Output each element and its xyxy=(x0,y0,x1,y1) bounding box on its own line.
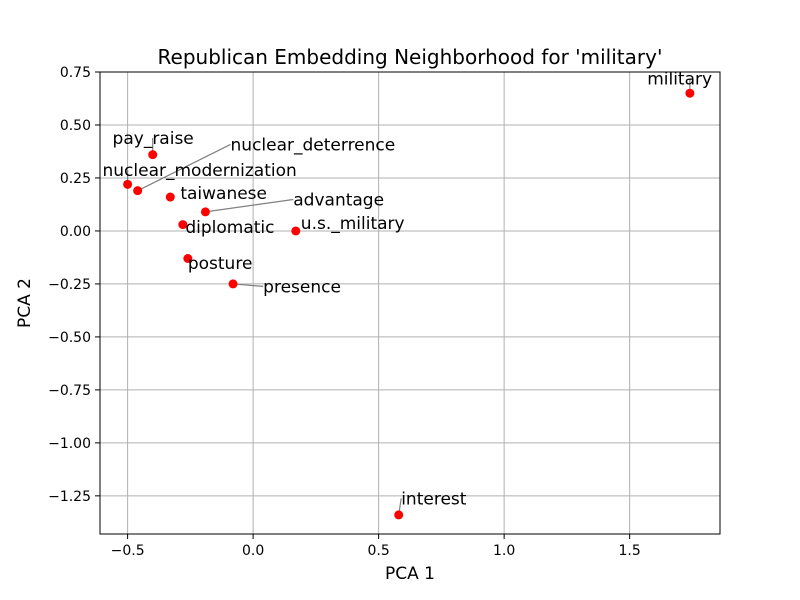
x-tick-label: −0.5 xyxy=(111,543,145,559)
leader-line xyxy=(232,283,264,288)
point-label: nuclear_modernization xyxy=(103,161,297,181)
y-tick-label: 0.25 xyxy=(60,171,91,187)
leader-line xyxy=(137,143,231,192)
y-tick-label: −1.00 xyxy=(48,436,91,452)
chart-title: Republican Embedding Neighborhood for 'm… xyxy=(158,45,663,69)
x-tick-label: 0.0 xyxy=(242,543,264,559)
x-tick-label: 1.0 xyxy=(493,543,515,559)
point-label: presence xyxy=(263,277,341,297)
x-tick-label: 1.5 xyxy=(619,543,641,559)
data-point xyxy=(291,226,301,236)
point-label: interest xyxy=(401,489,467,509)
y-tick-label: 0.50 xyxy=(60,118,91,134)
data-point xyxy=(685,88,695,98)
point-label: posture xyxy=(188,254,253,274)
data-point xyxy=(148,150,158,160)
x-tick-label: 0.5 xyxy=(367,543,389,559)
x-axis-label: PCA 1 xyxy=(385,564,435,584)
y-axis-label: PCA 2 xyxy=(15,278,35,328)
point-label: advantage xyxy=(293,191,384,211)
data-point xyxy=(183,253,193,263)
point-label: pay_raise xyxy=(113,129,194,149)
y-tick-label: 0.00 xyxy=(60,224,91,240)
y-tick-label: 0.75 xyxy=(60,65,91,81)
plot-frame xyxy=(99,71,721,535)
data-point xyxy=(165,192,175,202)
y-tick-label: −0.25 xyxy=(48,277,91,293)
axis-ticks: −0.5 0.0 0.5 1.0 1.5 0.75 0.50 0.25 0.00 −0.25 −0.… xyxy=(48,65,641,559)
data-point xyxy=(394,510,404,520)
point-labels: military pay_raise nuclear_deterrencenucle… xyxy=(103,70,713,510)
leader-line xyxy=(205,198,294,213)
y-tick-label: −1.25 xyxy=(48,489,91,505)
point-label: military xyxy=(647,70,712,90)
point-label: diplomatic xyxy=(185,218,274,238)
point-label: nuclear_deterrence xyxy=(231,135,396,155)
grid xyxy=(100,71,720,534)
point-label: taiwanese xyxy=(180,184,267,204)
data-points xyxy=(123,88,695,520)
data-point xyxy=(178,220,188,230)
point-label: u.s._military xyxy=(301,214,405,234)
data-point xyxy=(200,207,210,217)
data-point xyxy=(228,279,238,289)
data-point xyxy=(133,186,143,196)
y-tick-label: −0.50 xyxy=(48,330,91,346)
y-tick-label: −0.75 xyxy=(48,383,91,399)
data-point xyxy=(123,179,133,189)
